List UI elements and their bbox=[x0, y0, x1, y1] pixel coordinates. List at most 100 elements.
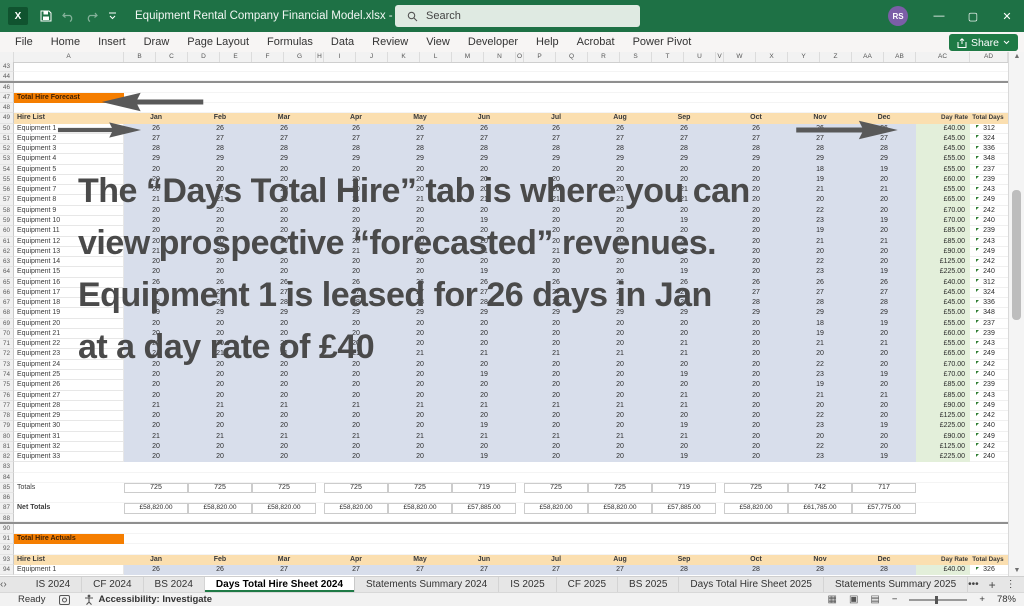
cell[interactable]: 20 bbox=[524, 421, 588, 432]
cell[interactable] bbox=[716, 123, 724, 134]
cell[interactable] bbox=[716, 503, 724, 513]
cell[interactable] bbox=[788, 83, 852, 93]
cell[interactable]: 20 bbox=[588, 390, 652, 401]
cell[interactable] bbox=[252, 493, 316, 504]
row-number[interactable]: 67 bbox=[0, 298, 14, 309]
total-days-cell[interactable]: 348 bbox=[970, 308, 1008, 319]
cell[interactable]: 21 bbox=[652, 246, 716, 258]
cell[interactable]: 20 bbox=[388, 174, 452, 186]
cell[interactable]: 27 bbox=[452, 287, 516, 299]
cell[interactable]: 19 bbox=[788, 328, 852, 340]
cell[interactable] bbox=[852, 473, 916, 483]
cell[interactable]: 20 bbox=[252, 174, 316, 186]
cell[interactable] bbox=[188, 473, 252, 483]
cell[interactable]: 20 bbox=[852, 328, 916, 340]
cell[interactable] bbox=[316, 257, 324, 268]
row-number[interactable]: 82 bbox=[0, 452, 14, 463]
total-days-cell[interactable]: 336 bbox=[970, 298, 1008, 309]
cell[interactable]: 20 bbox=[188, 380, 252, 391]
cell[interactable]: 29 bbox=[252, 308, 316, 319]
cell[interactable] bbox=[324, 62, 388, 73]
column-header-X[interactable]: X bbox=[756, 52, 788, 62]
column-header-V[interactable]: V bbox=[716, 52, 724, 62]
totals-cell[interactable]: £58,820.00 bbox=[188, 503, 252, 514]
totals-cell[interactable]: £58,820.00 bbox=[252, 503, 316, 514]
total-days-cell[interactable]: 324 bbox=[970, 133, 1008, 145]
cell[interactable] bbox=[516, 544, 524, 555]
cell[interactable] bbox=[724, 524, 788, 535]
cell[interactable]: 20 bbox=[324, 318, 388, 329]
cell[interactable]: 20 bbox=[724, 431, 788, 442]
total-days-cell[interactable]: 249 bbox=[970, 431, 1008, 442]
cell[interactable]: 20 bbox=[324, 411, 388, 422]
cell[interactable]: 20 bbox=[252, 390, 316, 401]
row-number[interactable]: 68 bbox=[0, 308, 14, 319]
cell[interactable]: 21 bbox=[788, 185, 852, 196]
total-days-cell[interactable]: 242 bbox=[970, 257, 1008, 268]
cell[interactable] bbox=[316, 123, 324, 134]
cell[interactable] bbox=[788, 103, 852, 114]
cell[interactable]: 28 bbox=[588, 144, 652, 155]
cell[interactable]: 20 bbox=[588, 267, 652, 278]
header-cell-month[interactable]: Nov bbox=[788, 554, 852, 566]
equipment-name-cell[interactable]: Equipment 18 bbox=[14, 298, 124, 309]
cell[interactable]: 21 bbox=[252, 431, 316, 442]
cell[interactable]: 20 bbox=[188, 174, 252, 186]
cell[interactable]: 20 bbox=[524, 267, 588, 278]
header-cell-month[interactable]: Aug bbox=[588, 113, 652, 124]
cell[interactable]: 20 bbox=[524, 441, 588, 453]
cell[interactable] bbox=[716, 164, 724, 175]
totals-cell[interactable]: 725 bbox=[388, 482, 452, 494]
cell[interactable] bbox=[852, 462, 916, 473]
cell[interactable]: 21 bbox=[652, 195, 716, 206]
cell[interactable] bbox=[588, 524, 652, 535]
cell[interactable]: 20 bbox=[324, 452, 388, 463]
cell[interactable] bbox=[316, 421, 324, 432]
day-rate-cell[interactable]: £70.00 bbox=[916, 215, 970, 227]
cell[interactable]: 29 bbox=[724, 308, 788, 319]
row-number[interactable]: 43 bbox=[0, 62, 14, 73]
cell[interactable]: 21 bbox=[652, 339, 716, 350]
cell[interactable] bbox=[716, 62, 724, 73]
cell[interactable]: 20 bbox=[588, 257, 652, 268]
cell[interactable]: 19 bbox=[852, 452, 916, 463]
equipment-name-cell[interactable]: Equipment 26 bbox=[14, 380, 124, 391]
cell[interactable]: 21 bbox=[852, 339, 916, 350]
cell[interactable] bbox=[716, 72, 724, 81]
cell[interactable]: 23 bbox=[788, 452, 852, 463]
cell[interactable] bbox=[14, 544, 124, 555]
total-days-cell[interactable]: 249 bbox=[970, 246, 1008, 258]
sheet-tab-is-2025[interactable]: IS 2025 bbox=[499, 577, 557, 592]
cell[interactable]: 19 bbox=[452, 215, 516, 227]
cell[interactable]: 20 bbox=[588, 174, 652, 186]
cell[interactable]: 29 bbox=[524, 154, 588, 165]
cell[interactable] bbox=[852, 103, 916, 114]
cell[interactable] bbox=[316, 246, 324, 258]
cell[interactable]: 20 bbox=[252, 421, 316, 432]
row-number[interactable]: 84 bbox=[0, 472, 14, 483]
equipment-name-cell[interactable]: Equipment 15 bbox=[14, 267, 124, 278]
cell[interactable] bbox=[516, 226, 524, 237]
cell[interactable]: 20 bbox=[324, 380, 388, 391]
cell[interactable]: 20 bbox=[124, 359, 188, 370]
total-days-cell[interactable]: 242 bbox=[970, 205, 1008, 216]
cell[interactable] bbox=[188, 524, 252, 535]
cell[interactable]: 20 bbox=[788, 400, 852, 412]
cell[interactable] bbox=[452, 493, 516, 504]
cell[interactable]: 19 bbox=[852, 369, 916, 381]
cell[interactable] bbox=[716, 318, 724, 329]
header-cell-month[interactable]: Nov bbox=[788, 113, 852, 124]
cell[interactable]: 21 bbox=[524, 400, 588, 412]
cell[interactable]: 20 bbox=[188, 236, 252, 247]
cell[interactable]: 26 bbox=[324, 277, 388, 288]
cell[interactable] bbox=[124, 514, 188, 522]
cell[interactable]: 20 bbox=[852, 400, 916, 412]
day-rate-cell[interactable]: £55.00 bbox=[916, 318, 970, 329]
day-rate-cell[interactable]: £90.00 bbox=[916, 400, 970, 412]
cell[interactable]: 20 bbox=[724, 174, 788, 186]
cell[interactable] bbox=[14, 83, 124, 93]
cell[interactable]: 20 bbox=[724, 441, 788, 453]
cell[interactable]: 20 bbox=[724, 400, 788, 412]
cell[interactable]: 20 bbox=[724, 226, 788, 237]
cell[interactable] bbox=[524, 72, 588, 81]
